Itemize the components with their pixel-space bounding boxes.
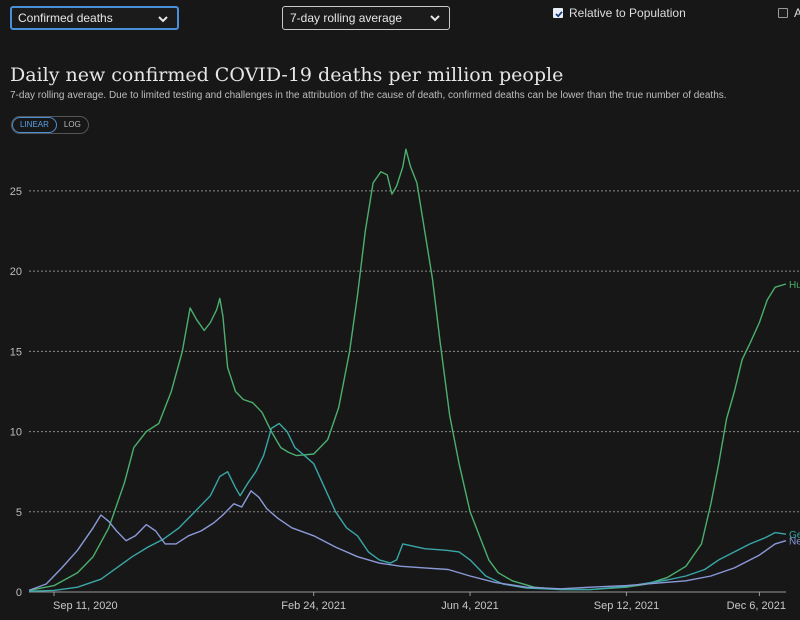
series-label-ge: Ge [789, 530, 800, 541]
series-line-ne[interactable] [28, 490, 787, 592]
chevron-down-icon [430, 15, 440, 22]
relative-to-population-checkbox[interactable]: Relative to Population [553, 6, 686, 20]
x-tick-label: Sep 12, 2021 [594, 600, 659, 612]
y-tick-label: 15 [10, 346, 22, 358]
series-line-hu[interactable] [28, 148, 787, 592]
log-scale-button[interactable]: LOG [63, 120, 81, 129]
y-tick-label: 10 [10, 427, 22, 439]
x-tick-label: Dec 6, 2021 [727, 600, 786, 612]
y-tick-label: 0 [16, 587, 22, 599]
chart-subtitle: 7-day rolling average. Due to limited te… [10, 90, 727, 101]
metric-select[interactable]: Confirmed deaths [10, 6, 179, 30]
y-tick-label: 5 [16, 507, 22, 519]
series-label-hu: Hu [789, 280, 800, 291]
align-checkbox[interactable]: A [778, 6, 800, 20]
checkbox-checked-icon [553, 8, 563, 18]
series-label-ne: Ne [789, 537, 800, 548]
chevron-down-icon [158, 16, 168, 23]
relative-to-population-label: Relative to Population [569, 6, 686, 20]
x-tick-label: Sep 11, 2020 [53, 600, 118, 612]
y-tick-label: 25 [10, 186, 22, 198]
x-tick-label: Jun 4, 2021 [441, 600, 499, 612]
linear-scale-button[interactable]: LINEAR [12, 117, 57, 133]
checkbox-unchecked-icon [778, 8, 788, 18]
interval-select-value: 7-day rolling average [290, 11, 403, 25]
chart-title: Daily new confirmed COVID-19 deaths per … [10, 64, 564, 86]
interval-select[interactable]: 7-day rolling average [282, 6, 450, 30]
y-tick-label: 20 [10, 266, 22, 278]
series-line-ge[interactable] [28, 422, 787, 592]
scale-toggle: LINEAR LOG [11, 116, 89, 134]
metric-select-value: Confirmed deaths [18, 11, 113, 25]
align-label: A [794, 6, 800, 20]
x-tick-label: Feb 24, 2021 [281, 600, 346, 612]
